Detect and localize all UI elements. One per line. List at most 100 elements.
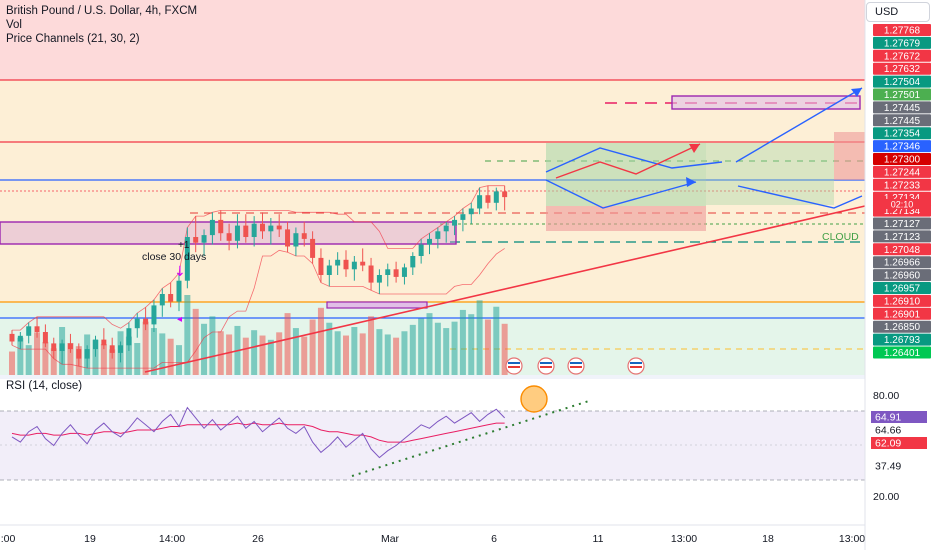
supply-zone-box — [0, 221, 457, 245]
volume-indicator-label: Vol — [6, 19, 22, 31]
candle — [385, 269, 391, 275]
candle — [418, 244, 424, 256]
time-tick-label: Mar — [381, 533, 400, 545]
time-tick-label: 13:00 — [671, 533, 697, 545]
time-tick-label: 19 — [84, 533, 96, 545]
candle — [243, 225, 249, 237]
volume-bar — [159, 333, 166, 375]
candle — [410, 256, 416, 268]
projection-arrow — [737, 185, 863, 209]
price-tag — [873, 294, 931, 307]
candle — [310, 238, 316, 258]
volume-bar — [259, 335, 266, 375]
pane-separator — [0, 375, 865, 379]
arrow-head — [686, 177, 696, 187]
candle — [234, 225, 240, 241]
time-tick-label: 18 — [762, 533, 774, 545]
volume-bar — [418, 318, 425, 375]
candle — [143, 318, 149, 325]
price-tag-label: 1.27233 — [884, 180, 921, 191]
candle — [93, 339, 98, 350]
countdown-tag — [873, 199, 931, 209]
flag-stripe — [508, 366, 520, 368]
candle — [226, 233, 232, 241]
price-tag — [873, 346, 931, 359]
rsi-band — [0, 411, 865, 480]
volume-bar — [134, 343, 141, 375]
price-tag — [873, 307, 931, 320]
chart-title: British Pound / U.S. Dollar, 4h, FXCM — [6, 5, 198, 17]
candle — [34, 326, 40, 332]
price-channel-upper — [12, 185, 505, 331]
projection-arrow — [545, 147, 723, 173]
candle — [427, 238, 432, 245]
price-tag — [873, 320, 931, 333]
volume-bar — [9, 351, 15, 375]
volume-bar — [17, 337, 24, 375]
price-tag — [873, 243, 931, 256]
rsi-ma-line — [11, 422, 505, 443]
demand-zone-box — [326, 301, 428, 309]
currency-selector[interactable]: USD — [866, 2, 930, 22]
left-marker-icon: ◂ — [177, 314, 182, 325]
time-tick-label: :00 — [1, 533, 16, 545]
countdown-label: 02:10 — [891, 200, 914, 210]
close-30-days-label: close 30 days — [142, 251, 206, 263]
volume-bar — [501, 323, 508, 375]
volume-bar — [167, 338, 174, 375]
volume-bar — [50, 348, 57, 375]
price-tag-label: 1.27048 — [884, 245, 921, 256]
candle — [76, 349, 82, 359]
price-tag-label: 1.27346 — [884, 142, 921, 153]
candle — [493, 191, 499, 203]
candle — [360, 261, 366, 266]
price-tag-label: 1.26793 — [884, 335, 921, 346]
rsi-level-label: 64.91 — [875, 412, 901, 424]
volume-bar — [67, 343, 74, 375]
volume-bar — [493, 306, 500, 375]
price-tag — [873, 140, 931, 153]
price-tag-label: 1.27354 — [884, 129, 921, 140]
rising-trendline — [144, 205, 866, 373]
price-tag-label: 1.27127 — [884, 219, 921, 230]
price-tag — [873, 153, 931, 165]
candle — [468, 208, 474, 215]
candle — [67, 343, 73, 350]
volume-bar — [401, 331, 408, 375]
candle — [376, 275, 382, 283]
volume-bar — [434, 322, 441, 375]
volume-bar — [301, 336, 308, 375]
volume-bar — [451, 321, 458, 375]
candle — [326, 265, 332, 275]
cloud-label: CLOUD — [822, 231, 859, 243]
candle — [17, 335, 23, 342]
candle — [176, 280, 182, 302]
price-tag — [873, 127, 931, 140]
rsi-highlight-marker — [520, 385, 548, 413]
candle — [301, 233, 307, 239]
candle — [502, 191, 508, 198]
price-tag-label: 1.26401 — [884, 348, 921, 359]
candle — [285, 229, 291, 247]
volume-bar — [384, 334, 391, 375]
candle — [351, 261, 357, 270]
candle — [260, 223, 265, 232]
volume-bar — [326, 322, 333, 375]
arrow-head — [851, 88, 862, 97]
volume-bar — [25, 345, 32, 375]
price-tag-label: 1.26960 — [884, 271, 921, 282]
price-tag-label: 1.27134 — [884, 206, 921, 217]
rsi-level-tag — [871, 411, 927, 423]
candle — [109, 345, 115, 353]
volume-bar — [209, 316, 216, 375]
price-tag — [873, 217, 931, 230]
flag-stripe — [630, 362, 642, 364]
price-tag-label: 1.26901 — [884, 309, 921, 320]
volume-bar — [242, 337, 249, 375]
candle — [452, 219, 458, 226]
rsi-line — [11, 406, 506, 459]
volume-bar — [34, 332, 41, 375]
time-tick-label: 13:00 — [839, 533, 865, 545]
rsi-level-label: 37.49 — [875, 461, 901, 473]
